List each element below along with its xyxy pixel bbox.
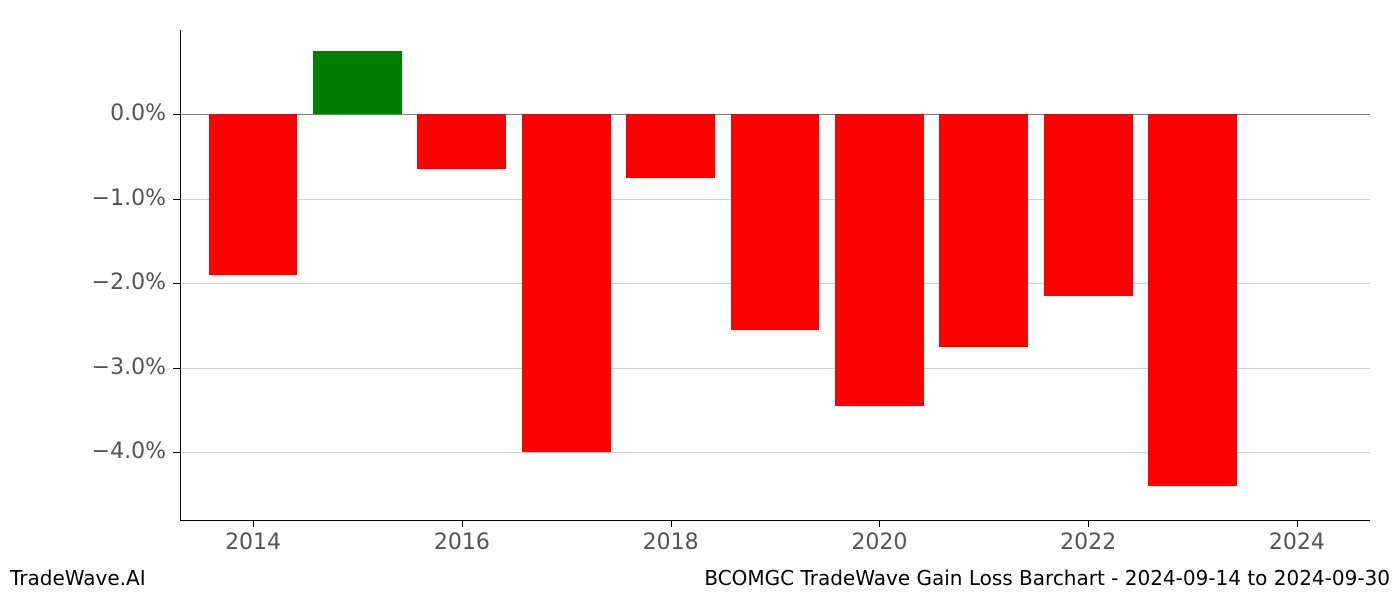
x-tick-label: 2016 [422, 530, 502, 555]
x-tick-label: 2022 [1048, 530, 1128, 555]
y-tick-mark [173, 452, 180, 453]
bar [1148, 114, 1237, 486]
plot-area: 0.0%−1.0%−2.0%−3.0%−4.0%2014201620182020… [180, 30, 1370, 520]
y-tick-mark [173, 283, 180, 284]
x-axis-spine [180, 520, 1370, 521]
bar [209, 114, 298, 275]
y-tick-label: −1.0% [46, 186, 166, 211]
y-tick-label: −3.0% [46, 355, 166, 380]
bar [313, 51, 402, 114]
x-tick-label: 2014 [213, 530, 293, 555]
watermark-label: TradeWave.AI [10, 566, 146, 590]
bar [417, 114, 506, 169]
x-tick-label: 2018 [631, 530, 711, 555]
x-tick-label: 2020 [839, 530, 919, 555]
y-tick-mark [173, 199, 180, 200]
x-tick-mark [462, 520, 463, 527]
x-tick-mark [879, 520, 880, 527]
x-tick-label: 2024 [1257, 530, 1337, 555]
x-tick-mark [671, 520, 672, 527]
gain-loss-barchart: 0.0% −1.0% −2.0% −3.0% −4.0% 2014 2016 2018 2020… [0, 0, 1400, 600]
y-tick-label: 0.0% [46, 101, 166, 126]
x-tick-mark [253, 520, 254, 527]
bar [1044, 114, 1133, 296]
x-tick-mark [1297, 520, 1298, 527]
bar [731, 114, 820, 329]
y-tick-label: −4.0% [46, 439, 166, 464]
chart-caption: BCOMGC TradeWave Gain Loss Barchart - 20… [704, 566, 1390, 590]
bar [522, 114, 611, 452]
y-tick-mark [173, 114, 180, 115]
y-tick-mark [173, 368, 180, 369]
x-tick-mark [1088, 520, 1089, 527]
bar [939, 114, 1028, 346]
bar [835, 114, 924, 405]
y-axis-spine [180, 30, 181, 520]
y-tick-label: −2.0% [46, 270, 166, 295]
bar [626, 114, 715, 177]
